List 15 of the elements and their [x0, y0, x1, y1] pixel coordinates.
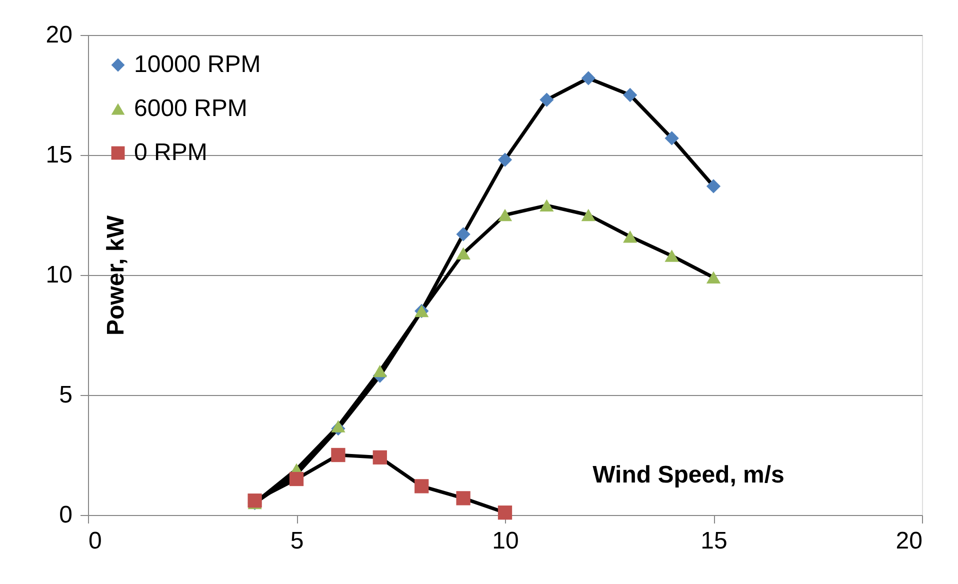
y-tick-label: 5 [59, 382, 72, 408]
legend-label: 6000 RPM [134, 95, 248, 122]
x-tick-label: 10 [492, 528, 519, 554]
legend-label: 10000 RPM [134, 51, 261, 78]
y-tick-label: 20 [46, 22, 72, 48]
x-axis-title: Wind Speed, m/s [592, 462, 784, 488]
y-tick-label: 10 [46, 262, 72, 288]
x-tick-label: 5 [290, 528, 304, 554]
x-tick-label: 20 [896, 528, 922, 554]
y-tick-label: 0 [59, 502, 72, 528]
x-tick-label: 15 [700, 528, 728, 554]
legend-label: 0 RPM [134, 139, 208, 166]
x-tick-label: 0 [88, 528, 102, 554]
y-tick-label: 15 [46, 142, 72, 168]
y-axis-title: Power, kW [102, 215, 130, 336]
